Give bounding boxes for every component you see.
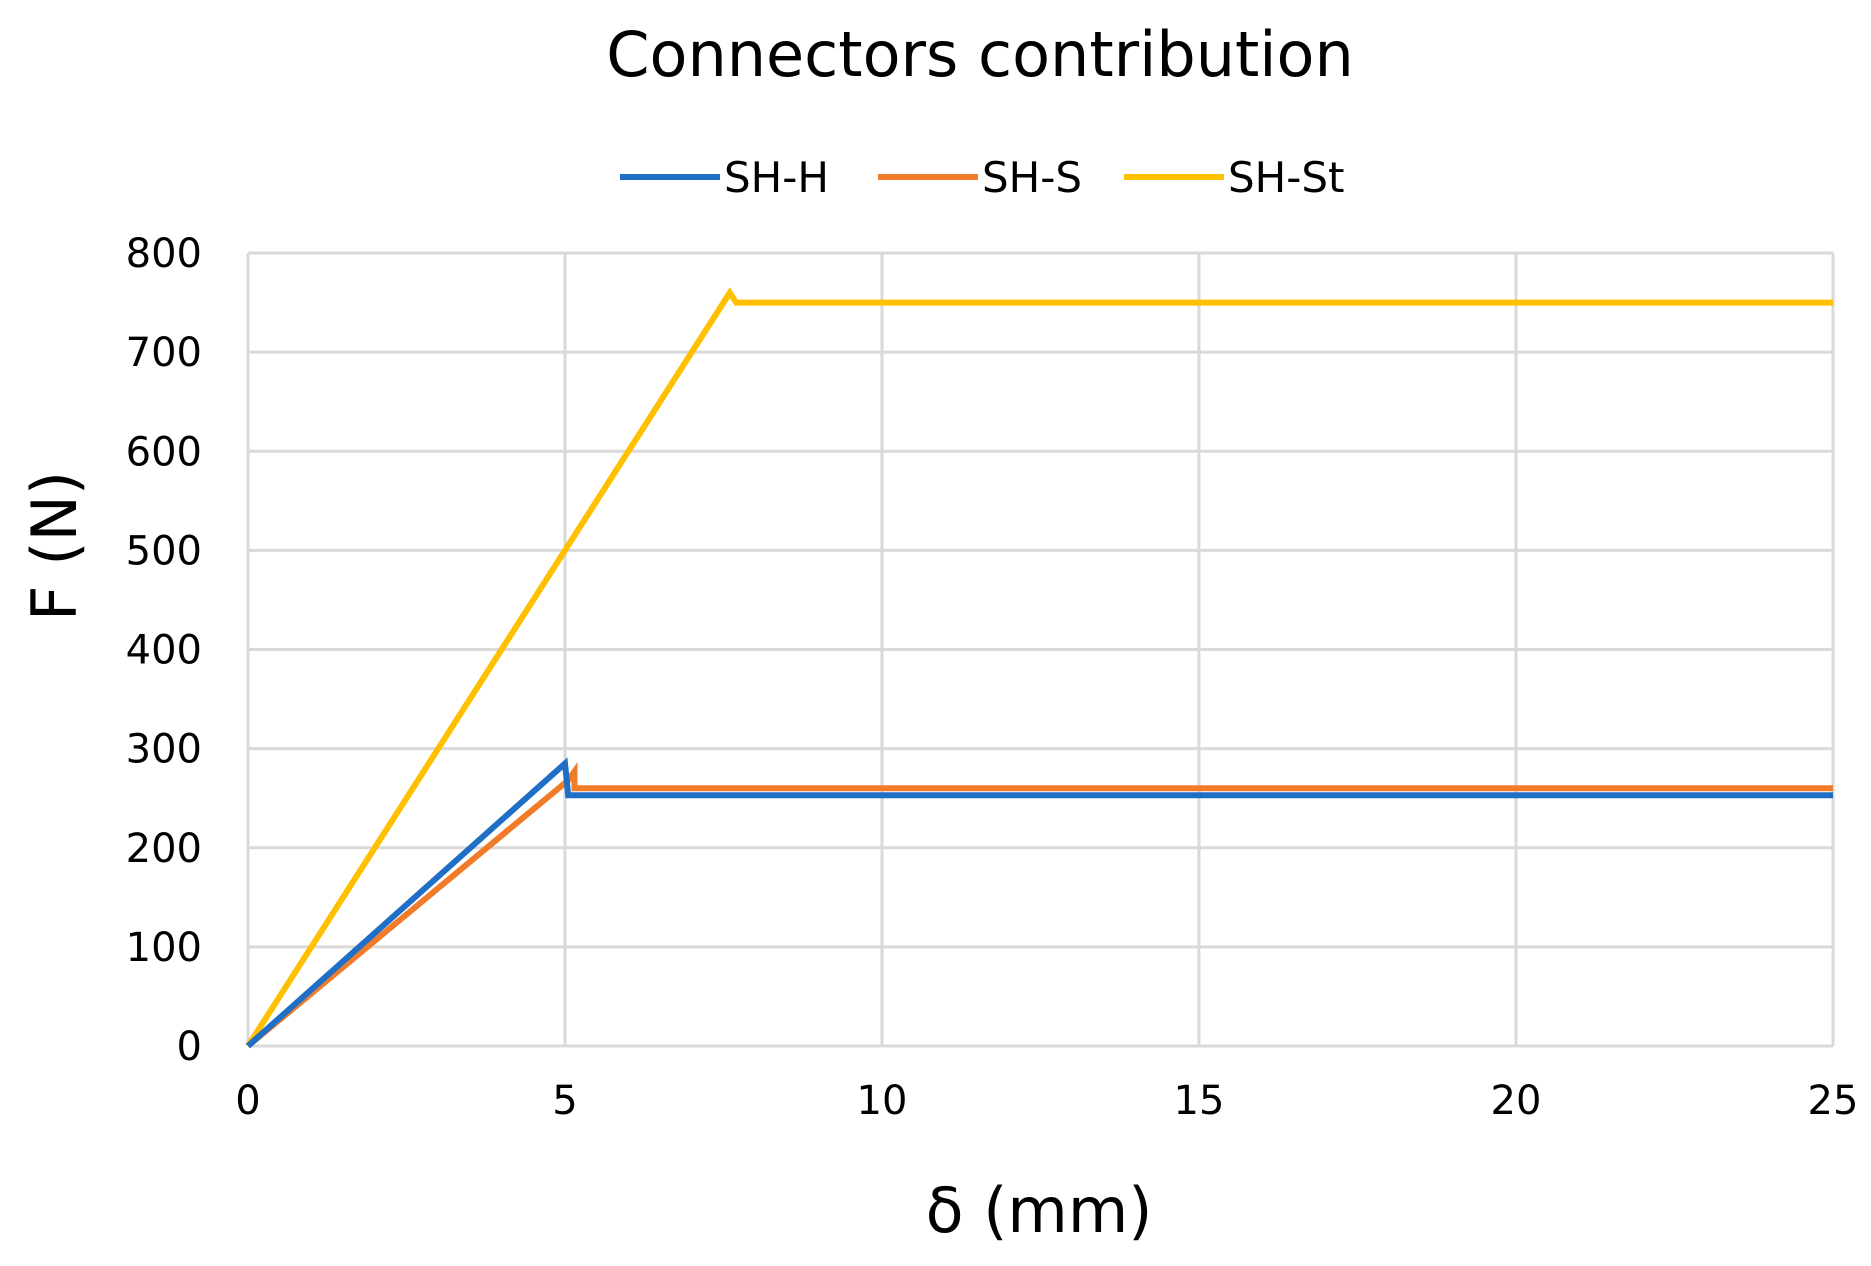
x-tick-label: 0 (235, 1078, 260, 1124)
y-tick-label: 600 (126, 429, 202, 475)
series-line-sh-s (246, 761, 1833, 1049)
x-tick-label: 20 (1491, 1078, 1542, 1124)
grid (246, 251, 1835, 1048)
y-tick-label: 800 (126, 231, 202, 277)
x-tick-label: 5 (552, 1078, 577, 1124)
series-lines (245, 287, 1833, 1049)
legend-label-sh-st: SH-St (1228, 153, 1345, 202)
x-tick-label: 25 (1808, 1078, 1859, 1124)
legend-label-sh-s: SH-S (982, 153, 1082, 202)
y-axis-label: F (N) (18, 471, 91, 621)
y-tick-label: 200 (126, 826, 202, 872)
y-tick-label: 300 (126, 727, 202, 773)
y-tick-label: 400 (126, 628, 202, 674)
y-tick-label: 700 (126, 330, 202, 376)
chart-title: Connectors contribution (606, 18, 1354, 91)
y-tick-label: 100 (126, 925, 202, 971)
y-axis-ticks: 0 100 200 300 400 500 600 700 800 (126, 231, 202, 1070)
y-tick-label: 500 (126, 528, 202, 574)
legend: SH-H SH-S SH-St (620, 153, 1345, 202)
x-tick-label: 10 (857, 1078, 908, 1124)
series-line-sh-h (246, 757, 1833, 1049)
x-tick-label: 15 (1174, 1078, 1225, 1124)
x-axis-label: δ (mm) (926, 1174, 1153, 1247)
x-axis-ticks: 0 5 10 15 20 25 (235, 1078, 1858, 1124)
series-line-sh-st (245, 287, 1833, 1048)
legend-label-sh-h: SH-H (724, 153, 829, 202)
y-tick-label: 0 (177, 1024, 202, 1070)
